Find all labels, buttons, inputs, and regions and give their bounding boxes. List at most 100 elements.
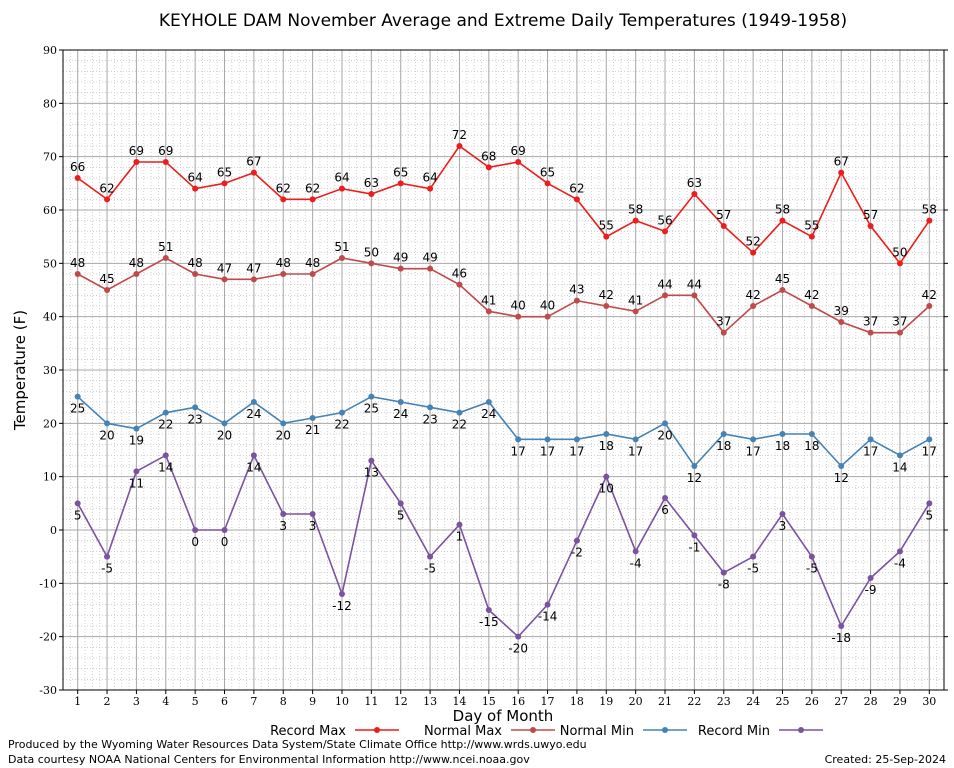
data-point — [750, 249, 757, 256]
data-label: 10 — [599, 482, 614, 496]
data-point — [515, 633, 522, 640]
x-tick-label: 13 — [423, 695, 437, 708]
data-label: 12 — [834, 471, 849, 485]
data-point — [515, 436, 522, 443]
x-axis: 1 2 3 4 5 6 7 8 9 10 11 12 13 14 15 16 17 18 19 20 21 22 23 24 2… — [74, 690, 936, 708]
data-point — [691, 463, 698, 469]
data-point — [338, 185, 345, 192]
x-tick-label: 16 — [511, 695, 525, 708]
data-label: 14 — [892, 460, 907, 474]
y-tick-label: 0 — [50, 524, 57, 537]
data-point — [456, 521, 463, 528]
data-point — [573, 196, 580, 203]
data-point — [338, 255, 345, 261]
data-label: 37 — [716, 315, 731, 329]
data-label: 44 — [657, 277, 672, 291]
x-tick-label: 7 — [250, 695, 257, 708]
data-label: 17 — [745, 444, 760, 458]
legend-label: Normal Max — [424, 724, 502, 739]
data-point — [779, 431, 786, 437]
data-label: 62 — [569, 181, 584, 195]
data-label: 3 — [279, 519, 287, 533]
data-point — [133, 468, 140, 475]
data-point — [632, 548, 639, 555]
data-label: 41 — [628, 293, 643, 307]
data-label: 49 — [422, 251, 437, 265]
footer-created: Created: 25-Sep-2024 — [825, 753, 946, 766]
data-label: 48 — [70, 256, 85, 270]
data-label: -12 — [332, 599, 352, 613]
data-point — [485, 164, 492, 171]
data-point — [838, 319, 845, 325]
legend-swatch-marker — [662, 727, 668, 733]
data-label: 68 — [481, 149, 496, 163]
data-label: 58 — [922, 203, 937, 217]
data-point — [779, 511, 786, 517]
data-label: -1 — [688, 540, 700, 554]
data-point — [192, 271, 199, 277]
data-label: 48 — [188, 256, 203, 270]
data-point — [427, 265, 434, 272]
data-point — [221, 420, 228, 427]
series-record-max: 66 62 69 69 64 65 67 62 62 64 63 65 64 72 68 69 65 62 55 58… — [70, 128, 937, 267]
data-label: 17 — [540, 444, 555, 458]
data-point — [662, 292, 669, 299]
data-label: 17 — [511, 444, 526, 458]
data-point — [427, 404, 434, 411]
data-point — [720, 431, 727, 437]
x-tick-label: 23 — [717, 695, 731, 708]
legend-label: Normal Min — [560, 724, 634, 739]
data-point — [280, 271, 287, 277]
data-label: 47 — [246, 261, 261, 275]
data-label: 46 — [452, 267, 467, 281]
data-label: 0 — [191, 535, 199, 549]
data-point — [632, 308, 639, 315]
footer-data-source: Data courtesy NOAA National Centers for … — [8, 753, 530, 766]
data-point — [926, 217, 933, 224]
x-tick-label: 17 — [541, 695, 555, 708]
data-point — [808, 233, 815, 240]
y-tick-label: 90 — [43, 44, 57, 57]
data-label: 42 — [804, 288, 819, 302]
data-point — [104, 553, 111, 560]
x-tick-label: 4 — [162, 695, 169, 708]
y-tick-label: -20 — [39, 631, 57, 644]
data-point — [691, 532, 698, 539]
data-point — [133, 425, 140, 432]
data-label: 0 — [221, 535, 229, 549]
data-label: 14 — [246, 460, 261, 474]
data-label: -15 — [479, 615, 499, 629]
data-label: 17 — [863, 444, 878, 458]
data-label: 58 — [775, 203, 790, 217]
data-label: -5 — [806, 562, 818, 576]
data-label: 40 — [511, 299, 526, 313]
series-normal-min: 25 20 19 22 23 20 24 20 21 22 25 24 23 22 24 17 17 17 18 17… — [70, 393, 937, 485]
data-label: 25 — [364, 402, 379, 416]
data-point — [926, 303, 933, 309]
data-label: 55 — [804, 219, 819, 233]
x-tick-label: 14 — [452, 695, 466, 708]
data-label: -5 — [747, 562, 759, 576]
series-line — [77, 257, 930, 334]
data-label: 17 — [569, 444, 584, 458]
data-label: 52 — [745, 235, 760, 249]
data-label: 22 — [158, 418, 173, 432]
data-point — [485, 308, 492, 315]
data-point — [368, 191, 375, 197]
data-label: 62 — [276, 181, 291, 195]
y-tick-label: 60 — [43, 204, 57, 217]
data-point — [456, 281, 463, 288]
data-point — [368, 457, 375, 464]
data-point — [74, 271, 81, 277]
data-label: 42 — [745, 288, 760, 302]
data-point — [867, 223, 874, 229]
data-label: 65 — [540, 165, 555, 179]
data-point — [250, 169, 257, 176]
data-label: 17 — [922, 444, 937, 458]
data-label: 19 — [129, 434, 144, 448]
data-point — [779, 287, 786, 293]
data-point — [867, 436, 874, 443]
